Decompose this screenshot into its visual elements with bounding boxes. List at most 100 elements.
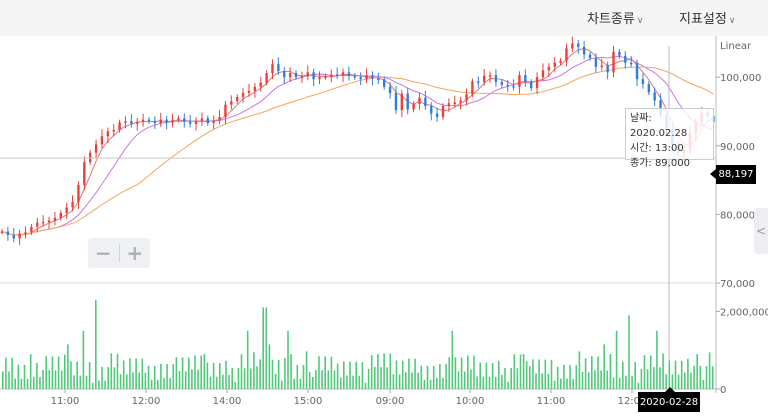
volume-bar [498,360,500,389]
volume-bar [423,379,426,389]
volume-bar [671,374,674,389]
volume-bar [684,372,686,389]
zoom-in-button[interactable]: + [126,241,144,265]
volume-bar [54,370,57,389]
volume-bar [560,378,562,389]
zoom-out-button[interactable]: − [94,241,112,265]
volume-bar [656,330,658,389]
candle-body [477,81,480,83]
candle-body [377,78,380,81]
candle-body [577,43,580,47]
volume-bar [312,376,314,389]
volume-bar [432,366,435,389]
volume-bar [281,380,283,389]
volume-bar [333,370,336,389]
candle-body [518,75,521,87]
candle-body [335,74,339,76]
volume-bar [231,367,233,389]
candle-body [65,207,68,214]
volume-bar [144,372,147,389]
volume-bar [157,379,159,389]
candle-body [259,82,262,87]
candle-body [100,136,104,145]
volume-bar [494,376,497,389]
candle-body [565,48,568,61]
candle-body [218,116,221,121]
volume-bar [265,307,268,389]
volume-bar [349,361,351,389]
candle-body [430,105,433,114]
candle-body [0,231,4,234]
volume-bar [98,380,100,389]
chart-type-menu[interactable]: 차트종류 ∨ [587,8,643,27]
volume-bar [609,354,612,389]
volume-bar [253,352,255,389]
candle-body [112,129,115,132]
volume-bar [587,372,590,389]
candle-body [24,232,27,234]
candle-body [177,118,180,120]
volume-bar [386,367,388,389]
candle-body [582,46,586,55]
candle-body [247,90,251,93]
volume-bar [420,365,423,389]
volume-bar [116,354,119,389]
volume-bar [302,365,305,389]
candle-body [553,62,556,67]
volume-bar [299,378,302,389]
volume-bar [324,356,326,389]
candle-body [488,75,492,77]
ma-mid-line [1,55,714,236]
candle-body [506,84,509,87]
volume-bar [429,379,432,389]
volume-bar [8,371,10,389]
stock-chart[interactable]: Linear 100,000 90,000 80,000 70,000 2,000,000… [0,36,768,420]
volume-bar [693,365,695,389]
volume-bar [451,330,454,389]
volume-bar [569,364,571,389]
indicator-settings-menu[interactable]: 지표설정 ∨ [679,8,735,27]
volume-bar [659,367,661,389]
candle-body [435,113,439,117]
volume-bar [615,330,618,389]
candle-body [530,81,533,89]
volume-bar [367,369,370,389]
candle-body [394,92,398,111]
volume-bar [259,359,261,389]
candle-body [453,102,456,105]
candle-body [18,233,21,239]
chevron-left-icon: < [755,224,767,238]
volume-bar [305,351,308,389]
candle-body [165,119,168,123]
candle-body [547,66,551,71]
volume-bar [67,344,69,389]
volume-bar [448,357,450,389]
candle-body [224,104,227,117]
tooltip-date: 날짜: 2020.02.28 [630,113,688,139]
volume-bar [584,358,587,389]
candle-body [30,226,33,233]
price-tick-label: 100,000 [720,73,761,84]
volume-bar [107,367,109,389]
volume-bar [45,356,47,389]
volume-bar [79,375,82,389]
candle-body [600,65,603,68]
volume-bar [529,366,531,389]
volume-bar [70,361,72,389]
volume-bar [60,370,63,389]
volume-bar [640,369,643,389]
volume-bar [485,362,488,389]
collapse-panel-button[interactable]: < [754,208,768,254]
candle-body [388,86,392,93]
candle-body [541,70,545,78]
candle-body [365,75,368,80]
candle-body [594,57,598,67]
candle-body [353,75,356,78]
candle-body [106,131,110,137]
volume-bar [191,369,193,389]
volume-bar [504,367,506,389]
volume-bar [696,354,698,389]
candle-body [629,62,633,65]
candle-body [559,60,562,63]
zoom-controls: − + [88,238,150,268]
